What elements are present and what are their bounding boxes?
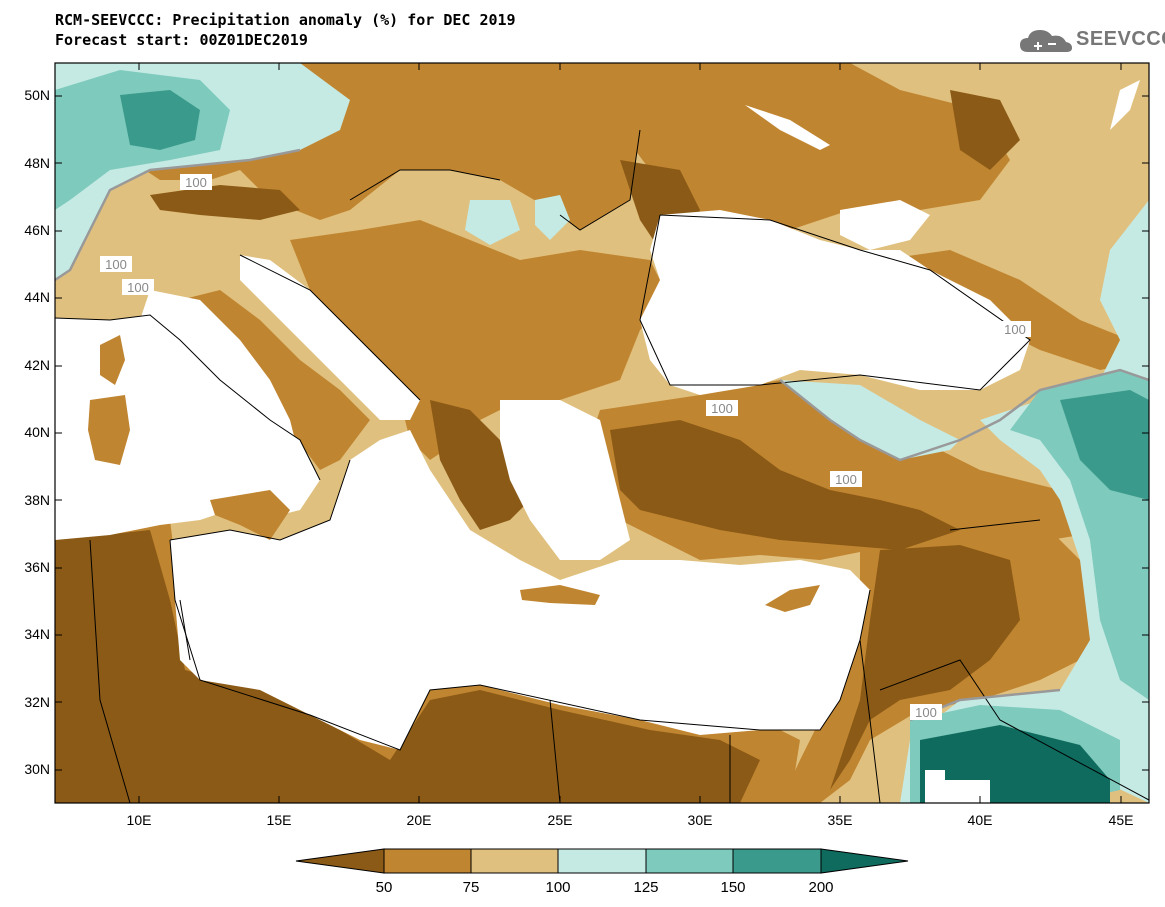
- anomaly-region-cyan-turkey-coast: [780, 380, 960, 460]
- sardinia: [88, 395, 130, 465]
- anomaly-region-dark-turkey: [610, 420, 960, 550]
- colorbar-label: 50: [376, 879, 393, 896]
- lon-tick-label: 40E: [968, 812, 993, 828]
- crete: [520, 585, 600, 605]
- adriatic-sea: [240, 255, 420, 420]
- contour-label-bg: [830, 471, 862, 487]
- azov-sea: [840, 200, 930, 250]
- nodata-patch-arabia: [925, 770, 990, 803]
- title-line-1: RCM-SEEVCCC: Precipitation anomaly (%) f…: [55, 11, 516, 29]
- colorbar-segment: [557, 848, 647, 874]
- tyrrhenian-sea: [130, 290, 300, 480]
- anomaly-region-cyan-hungary: [465, 200, 520, 245]
- lat-tick-label: 40N: [24, 424, 50, 440]
- colorbar-label: 200: [808, 879, 833, 896]
- contour-labels: 100 100 100 100 100 100 100: [100, 174, 1031, 720]
- contour-label-bg: [100, 256, 132, 272]
- contour-label: 100: [185, 175, 207, 190]
- contour-label: 100: [127, 280, 149, 295]
- corsica: [100, 335, 125, 385]
- nodata-patch-russia: [745, 105, 830, 150]
- anomaly-region-cyan-caucasus: [900, 200, 1149, 803]
- colorbar-segment: [470, 848, 559, 874]
- anomaly-region-dark-syria: [830, 545, 1020, 790]
- colorbar-label: 100: [545, 879, 570, 896]
- lat-tick-label: 30N: [24, 761, 50, 777]
- contour-label: 100: [1004, 322, 1026, 337]
- anomaly-region-darkteal-east: [1060, 390, 1149, 500]
- colorbar-left-arrow: [295, 848, 385, 874]
- lon-tick-label: 15E: [267, 812, 292, 828]
- lat-axis: 50N 48N 46N 44N 42N 40N 38N 36N 34N 32N …: [24, 87, 50, 777]
- colorbar-label: 75: [463, 879, 480, 896]
- contour-label-bg: [910, 704, 942, 720]
- contour-label-bg: [180, 174, 212, 190]
- anomaly-region-balkans: [290, 220, 670, 460]
- anomaly-region-dark-russia: [950, 90, 1020, 170]
- seevccc-logo: SEEVCCC: [1018, 24, 1165, 56]
- anomaly-region-dark-alps: [150, 185, 300, 220]
- sicily: [210, 490, 290, 540]
- contour-label: 100: [711, 401, 733, 416]
- lon-tick-label: 10E: [127, 812, 152, 828]
- anomaly-region-darkteal-france: [120, 90, 200, 150]
- lon-tick-label: 30E: [688, 812, 713, 828]
- contour-label-bg: [122, 279, 154, 295]
- map-field: [55, 63, 1149, 803]
- lon-tick-label: 25E: [548, 812, 573, 828]
- lat-tick-label: 32N: [24, 694, 50, 710]
- cyprus: [765, 585, 820, 612]
- contour-label: 100: [915, 705, 937, 720]
- lon-tick-label: 35E: [828, 812, 853, 828]
- lat-tick-label: 38N: [24, 492, 50, 508]
- colorbar-label: 125: [633, 879, 658, 896]
- logo-text: SEEVCCC: [1076, 28, 1165, 50]
- colorbar-segment: [383, 848, 472, 874]
- contour-label-bg: [999, 321, 1031, 337]
- lat-tick-label: 34N: [24, 626, 50, 642]
- country-borders: [55, 129, 1149, 803]
- anomaly-region-cyan-hungary2: [535, 195, 570, 240]
- colorbar-label: 150: [720, 879, 745, 896]
- cloud-icon: [1020, 30, 1072, 52]
- contour-label: 100: [835, 472, 857, 487]
- colorbar-segment: [732, 848, 822, 874]
- title-line-2: Forecast start: 00Z01DEC2019: [55, 31, 308, 49]
- lat-tick-label: 50N: [24, 87, 50, 103]
- map-title: RCM-SEEVCCC: Precipitation anomaly (%) f…: [55, 10, 516, 50]
- axis-ticks: [55, 63, 1149, 803]
- contour-label-bg: [706, 400, 738, 416]
- lat-tick-label: 46N: [24, 222, 50, 238]
- lon-tick-label: 45E: [1109, 812, 1134, 828]
- colorbar-right-arrow: [820, 848, 909, 874]
- lon-axis: 10E 15E 20E 25E 30E 35E 40E 45E: [127, 812, 1134, 828]
- lat-tick-label: 42N: [24, 357, 50, 373]
- lat-tick-label: 44N: [24, 289, 50, 305]
- lat-tick-label: 48N: [24, 155, 50, 171]
- colorbar-segment: [645, 848, 734, 874]
- aegean-sea: [500, 400, 630, 560]
- nodata-patch-east: [1110, 80, 1140, 130]
- black-sea: [640, 210, 1030, 395]
- contour-label: 100: [105, 257, 127, 272]
- anomaly-region-dark-greece: [430, 400, 530, 530]
- anomaly-region-central-europe: [130, 63, 640, 230]
- lon-tick-label: 20E: [407, 812, 432, 828]
- anomaly-region-dark-north-africa: [55, 530, 760, 803]
- lat-tick-label: 36N: [24, 559, 50, 575]
- colorbar: 50 75 100 125 150 200: [295, 848, 909, 896]
